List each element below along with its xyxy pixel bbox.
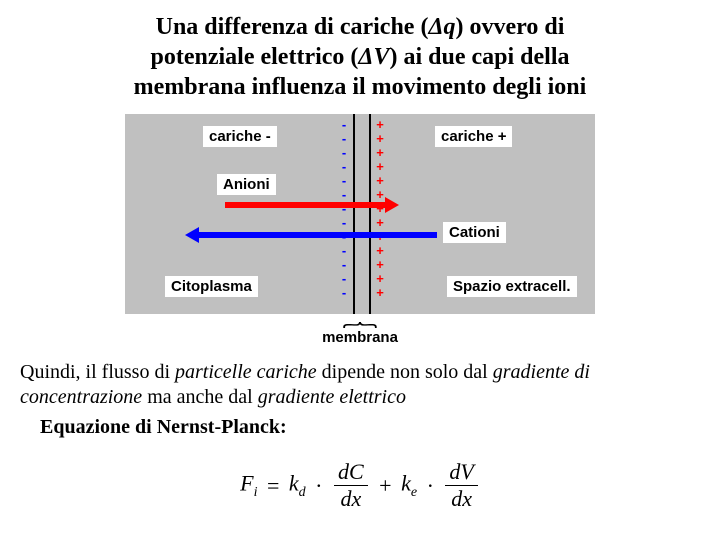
positive-charges-column: +++++++++++++: [375, 118, 385, 300]
membrane-diagram: ------------- +++++++++++++ cariche - ca…: [125, 114, 595, 314]
para-t3: ma anche dal: [142, 386, 258, 408]
para-t1: Quindi, il flusso di: [20, 361, 175, 383]
eq-plus: +: [375, 473, 395, 499]
para-t2: dipende non solo dal: [317, 361, 493, 383]
cationi-arrow-head: [185, 227, 199, 243]
title-line3: membrana influenza il movimento degli io…: [134, 74, 587, 100]
title-line1-post: ) ovvero di: [456, 14, 565, 40]
membrane-line-left: [353, 114, 355, 314]
label-spazio: Spazio extracell.: [447, 276, 577, 297]
title-dq: Δq: [428, 14, 455, 40]
eq-frac1-num: dC: [334, 459, 368, 486]
eq-frac2-den: dx: [445, 486, 477, 512]
eq-dot2: ·: [423, 473, 438, 499]
label-cariche-pos: cariche +: [435, 126, 512, 147]
eq-frac1-den: dx: [334, 486, 368, 512]
eq-ke: k: [401, 471, 411, 496]
slide-title: Una differenza di cariche (Δq) ovvero di…: [0, 0, 720, 112]
equation-label: Equazione di Nernst-Planck:: [0, 410, 720, 439]
brace-symbol: ︷: [342, 312, 377, 326]
anioni-arrow-shaft: [225, 202, 385, 208]
eq-dot1: ·: [311, 473, 326, 499]
nernst-planck-equation: Fi = kd · dC dx + ke · dV dx: [0, 459, 720, 512]
cationi-arrow: [185, 232, 437, 238]
anioni-arrow: [225, 202, 397, 208]
cationi-arrow-shaft: [199, 232, 437, 238]
membrane-line-right: [369, 114, 371, 314]
title-dv: ΔV: [358, 44, 389, 70]
eq-kd-sub: d: [299, 485, 306, 500]
eq-frac1: dC dx: [334, 459, 368, 512]
label-cariche-neg: cariche -: [203, 126, 277, 147]
anioni-arrow-head: [385, 197, 399, 213]
label-anioni: Anioni: [217, 174, 276, 195]
eq-kd: k: [289, 471, 299, 496]
label-citoplasma: Citoplasma: [165, 276, 258, 297]
eq-frac2-num: dV: [445, 459, 477, 486]
diagram-container: ------------- +++++++++++++ cariche - ca…: [125, 114, 595, 346]
title-line1-pre: Una differenza di cariche (: [156, 14, 429, 40]
eq-frac2: dV dx: [445, 459, 477, 512]
eq-equals: =: [263, 473, 283, 499]
eq-F: F: [240, 471, 253, 496]
membrane-brace-label: membrana: [125, 329, 595, 346]
negative-charges-column: -------------: [339, 118, 349, 300]
title-line2-pre: potenziale elettrico (: [151, 44, 359, 70]
para-i1: particelle cariche: [175, 361, 317, 383]
eq-ke-sub: e: [411, 485, 417, 500]
eq-F-sub: i: [254, 485, 258, 500]
paragraph: Quindi, il flusso di particelle cariche …: [0, 346, 720, 410]
para-i3: gradiente elettrico: [258, 386, 406, 408]
label-cationi: Cationi: [443, 222, 506, 243]
title-line2-post: ) ai due capi della: [389, 44, 569, 70]
